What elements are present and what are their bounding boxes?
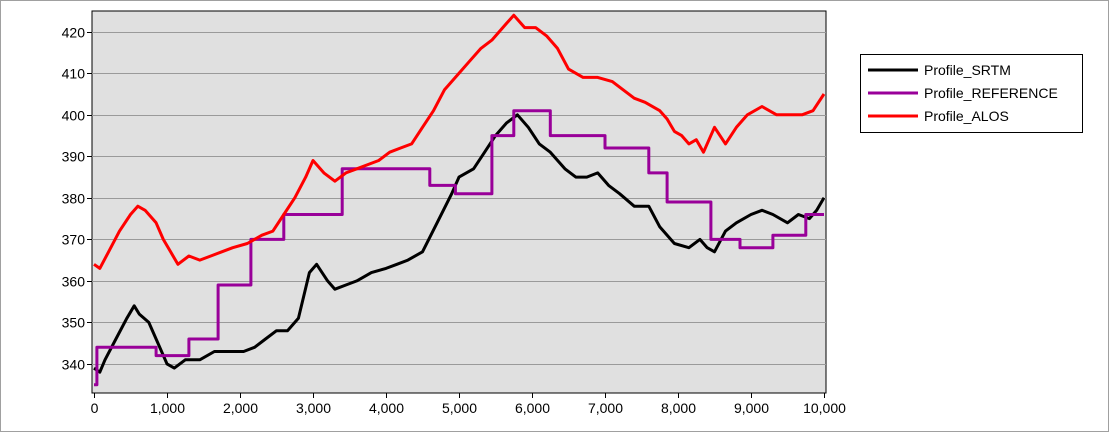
x-tick-label: 9,000 — [734, 400, 769, 416]
y-tick-label: 360 — [62, 274, 86, 290]
y-tick-label: 390 — [62, 149, 86, 165]
y-tick-label: 400 — [62, 108, 86, 124]
y-tick-label: 350 — [62, 315, 86, 331]
plot-area — [91, 10, 827, 394]
x-tick-label: 2,000 — [223, 400, 258, 416]
x-tick-label: 1,000 — [150, 400, 185, 416]
x-tick-label: 10,000 — [803, 400, 846, 416]
series-line-profile-reference — [94, 109, 824, 387]
y-tick-label: 380 — [62, 191, 86, 207]
x-tick-label: 3,000 — [296, 400, 331, 416]
series-line-profile-srtm — [93, 113, 826, 374]
legend-label: Profile_REFERENCE — [924, 85, 1058, 101]
legend-label: Profile_SRTM — [924, 62, 1011, 78]
x-tick-label: 8,000 — [661, 400, 696, 416]
y-tick-label: 340 — [62, 357, 86, 373]
legend-label: Profile_ALOS — [924, 108, 1009, 124]
y-tick-label: 420 — [62, 25, 86, 41]
series-line-profile-alos — [93, 13, 826, 270]
y-tick-label: 410 — [62, 66, 86, 82]
x-tick-label: 4,000 — [369, 400, 404, 416]
x-tick-label: 7,000 — [588, 400, 623, 416]
y-tick-label: 370 — [62, 232, 86, 248]
x-tick-label: 0 — [91, 400, 99, 416]
x-tick-label: 5,000 — [442, 400, 477, 416]
x-tick-label: 6,000 — [515, 400, 550, 416]
